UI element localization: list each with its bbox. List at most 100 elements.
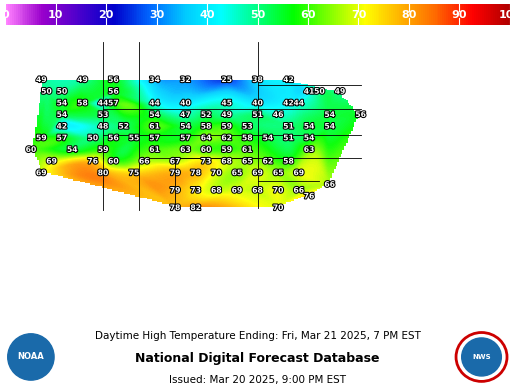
- Text: 68: 68: [252, 185, 263, 195]
- Text: 56: 56: [108, 133, 118, 142]
- Text: 41: 41: [304, 87, 314, 96]
- Text: 50: 50: [57, 87, 67, 96]
- Text: 52: 52: [118, 121, 129, 131]
- Text: 69: 69: [46, 156, 57, 166]
- Text: 44: 44: [149, 98, 160, 107]
- Circle shape: [461, 338, 501, 376]
- Text: 73: 73: [191, 185, 201, 195]
- Text: 80: 80: [98, 168, 108, 177]
- Text: 54: 54: [57, 98, 67, 107]
- Text: 49: 49: [77, 75, 88, 84]
- Text: 62: 62: [263, 156, 273, 166]
- Text: 49: 49: [221, 110, 232, 119]
- Text: 42: 42: [57, 121, 67, 131]
- Text: 57: 57: [108, 98, 118, 107]
- Text: 58: 58: [242, 133, 252, 142]
- Text: 70: 70: [273, 185, 283, 195]
- Text: 60: 60: [201, 145, 211, 154]
- Text: 63: 63: [180, 145, 191, 154]
- Text: 61: 61: [149, 145, 160, 154]
- Text: 68: 68: [211, 185, 221, 195]
- Text: Issued: Mar 20 2025, 9:00 PM EST: Issued: Mar 20 2025, 9:00 PM EST: [169, 375, 346, 385]
- Text: 54: 54: [57, 110, 67, 119]
- Text: 38: 38: [252, 75, 263, 84]
- Text: 64: 64: [201, 133, 211, 142]
- Text: 50: 50: [314, 87, 324, 96]
- Text: 54: 54: [180, 121, 191, 131]
- Text: 40: 40: [252, 98, 263, 107]
- Text: 50: 50: [41, 87, 52, 96]
- Text: 61: 61: [242, 145, 252, 154]
- Text: 56: 56: [355, 110, 366, 119]
- Text: 66: 66: [324, 180, 335, 189]
- Text: 54: 54: [149, 110, 160, 119]
- Text: 54: 54: [324, 121, 335, 131]
- Text: 51: 51: [252, 110, 263, 119]
- Text: 48: 48: [98, 121, 108, 131]
- Text: 61: 61: [149, 121, 160, 131]
- Text: 0: 0: [2, 10, 9, 19]
- Text: 78: 78: [191, 168, 201, 177]
- Text: 50: 50: [88, 133, 98, 142]
- Text: 49: 49: [36, 75, 46, 84]
- Text: 58: 58: [77, 98, 88, 107]
- Text: 78: 78: [170, 203, 180, 212]
- Text: 46: 46: [273, 110, 283, 119]
- Text: 53: 53: [98, 110, 108, 119]
- Text: 58: 58: [201, 121, 211, 131]
- Text: 75: 75: [129, 168, 139, 177]
- Text: Daytime High Temperature Ending: Fri, Mar 21 2025, 7 PM EST: Daytime High Temperature Ending: Fri, Ma…: [95, 331, 420, 341]
- Text: 59: 59: [98, 145, 108, 154]
- Text: 80: 80: [401, 10, 417, 19]
- Text: 30: 30: [149, 10, 164, 19]
- Circle shape: [8, 334, 54, 380]
- Text: NWS: NWS: [472, 354, 491, 360]
- Text: National Digital Forecast Database: National Digital Forecast Database: [135, 352, 380, 365]
- Text: 25: 25: [221, 75, 232, 84]
- Text: 66: 66: [294, 185, 304, 195]
- Text: 51: 51: [283, 133, 294, 142]
- Text: 54: 54: [324, 110, 335, 119]
- Text: 54: 54: [263, 133, 273, 142]
- Text: 34: 34: [149, 75, 160, 84]
- Text: 59: 59: [221, 145, 232, 154]
- Text: 60: 60: [26, 145, 36, 154]
- Text: 54: 54: [67, 145, 77, 154]
- Text: 42: 42: [283, 98, 294, 107]
- Text: 69: 69: [294, 168, 304, 177]
- Text: 40: 40: [180, 98, 191, 107]
- Text: 65: 65: [242, 156, 252, 166]
- Text: 54: 54: [304, 133, 314, 142]
- Text: 69: 69: [232, 185, 242, 195]
- Text: 79: 79: [170, 185, 180, 195]
- Text: 50: 50: [250, 10, 265, 19]
- Text: 69: 69: [36, 168, 46, 177]
- Text: 90: 90: [452, 10, 467, 19]
- Text: 45: 45: [221, 98, 232, 107]
- Text: 67: 67: [170, 156, 180, 166]
- Text: 53: 53: [242, 121, 252, 131]
- Text: 57: 57: [180, 133, 191, 142]
- Text: 20: 20: [98, 10, 114, 19]
- Text: 70: 70: [211, 168, 221, 177]
- Text: 44: 44: [98, 98, 108, 107]
- Text: 49: 49: [335, 87, 345, 96]
- Text: NOAA: NOAA: [18, 352, 44, 362]
- Text: 69: 69: [252, 168, 263, 177]
- Text: 54: 54: [304, 121, 314, 131]
- Text: 68: 68: [221, 156, 232, 166]
- Text: 10: 10: [48, 10, 63, 19]
- Text: 59: 59: [36, 133, 46, 142]
- Text: 32: 32: [180, 75, 191, 84]
- Text: 47: 47: [180, 110, 191, 119]
- Text: 82: 82: [191, 203, 201, 212]
- Text: 59: 59: [221, 121, 232, 131]
- Text: 73: 73: [201, 156, 211, 166]
- Text: 62: 62: [221, 133, 232, 142]
- Text: 70: 70: [273, 203, 283, 212]
- Text: 58: 58: [283, 156, 294, 166]
- Text: 65: 65: [273, 168, 283, 177]
- Text: 42: 42: [283, 75, 294, 84]
- Text: 56: 56: [108, 75, 118, 84]
- Text: 44: 44: [294, 98, 304, 107]
